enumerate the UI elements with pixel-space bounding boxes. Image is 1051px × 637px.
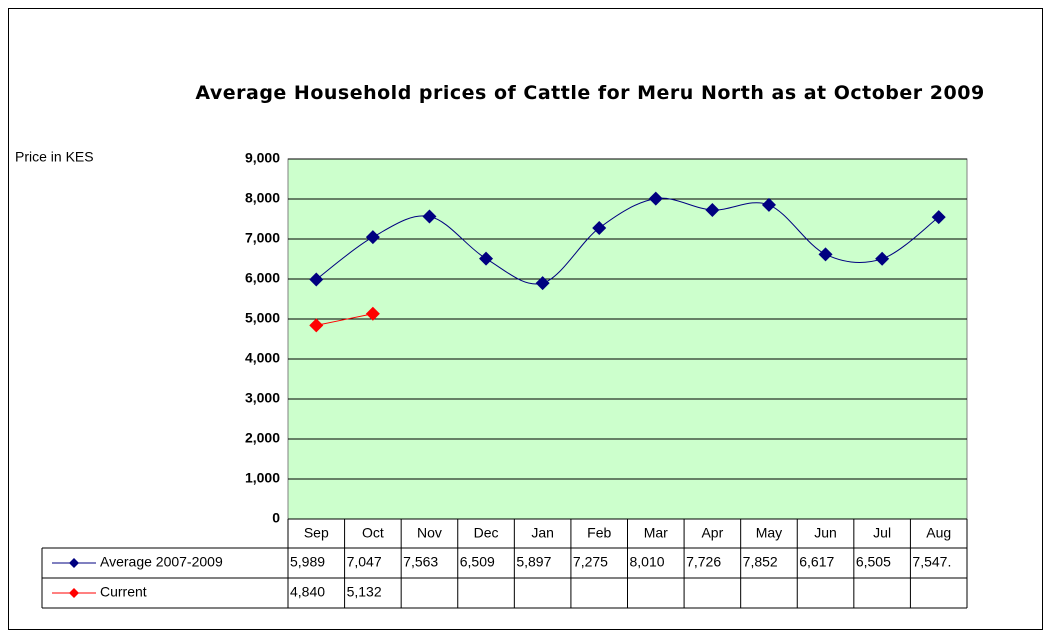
data-point	[592, 221, 607, 235]
data-point	[309, 318, 324, 333]
table-value: 5,132	[347, 584, 382, 600]
x-tick-label: Jul	[873, 525, 891, 541]
y-tick-label: 9,000	[245, 150, 280, 166]
table-value: 7,563	[403, 554, 438, 570]
data-point	[931, 210, 946, 225]
y-tick-label: 1,000	[245, 470, 280, 486]
x-tick-label: May	[756, 525, 782, 541]
y-tick-label: 4,000	[245, 350, 280, 366]
table-value: 6,617	[799, 554, 834, 570]
legend-marker	[69, 588, 79, 598]
plot-area	[287, 158, 968, 520]
table-value: 6,509	[460, 554, 495, 570]
x-tick-label: Jan	[531, 525, 554, 541]
y-tick-label: 7,000	[245, 230, 280, 246]
data-point	[648, 191, 663, 206]
x-tick-label: Mar	[644, 525, 668, 541]
table-value: 5,989	[290, 554, 325, 570]
table-value: 8,010	[630, 554, 665, 570]
y-tick-label: 3,000	[245, 390, 280, 406]
table-value: 7,275	[573, 554, 608, 570]
data-point	[705, 202, 720, 217]
legend-marker	[69, 558, 79, 568]
chart-title: Average Household prices of Cattle for M…	[195, 82, 985, 104]
data-point	[818, 247, 833, 262]
table-value: 7,547.	[912, 554, 951, 570]
data-point	[875, 251, 890, 266]
y-tick-label: 5,000	[245, 310, 280, 326]
x-tick-label: Nov	[417, 525, 442, 541]
x-tick-label: Dec	[474, 525, 499, 541]
y-axis-label: Price in KES	[15, 149, 94, 165]
table-value: 4,840	[290, 584, 325, 600]
data-point	[422, 209, 437, 224]
data-point	[535, 276, 550, 291]
data-point	[479, 251, 494, 266]
data-point	[365, 306, 380, 321]
x-tick-label: Sep	[304, 525, 329, 541]
data-point	[365, 230, 380, 245]
legend-label: Average 2007-2009	[100, 554, 223, 570]
x-tick-label: Oct	[362, 525, 384, 541]
table-value: 5,897	[516, 554, 551, 570]
x-tick-label: Jun	[814, 525, 837, 541]
table-value: 7,852	[743, 554, 778, 570]
x-tick-label: Apr	[701, 525, 723, 541]
table-value: 6,505	[856, 554, 891, 570]
y-tick-label: 2,000	[245, 430, 280, 446]
legend-label: Current	[100, 584, 147, 600]
y-tick-label: 8,000	[245, 190, 280, 206]
y-tick-label: 6,000	[245, 270, 280, 286]
x-tick-label: Feb	[587, 525, 611, 541]
x-tick-label: Aug	[926, 525, 951, 541]
table-value: 7,726	[686, 554, 721, 570]
data-point	[761, 197, 776, 212]
y-tick-label: 0	[272, 510, 280, 526]
data-point	[309, 272, 324, 287]
table-value: 7,047	[347, 554, 382, 570]
